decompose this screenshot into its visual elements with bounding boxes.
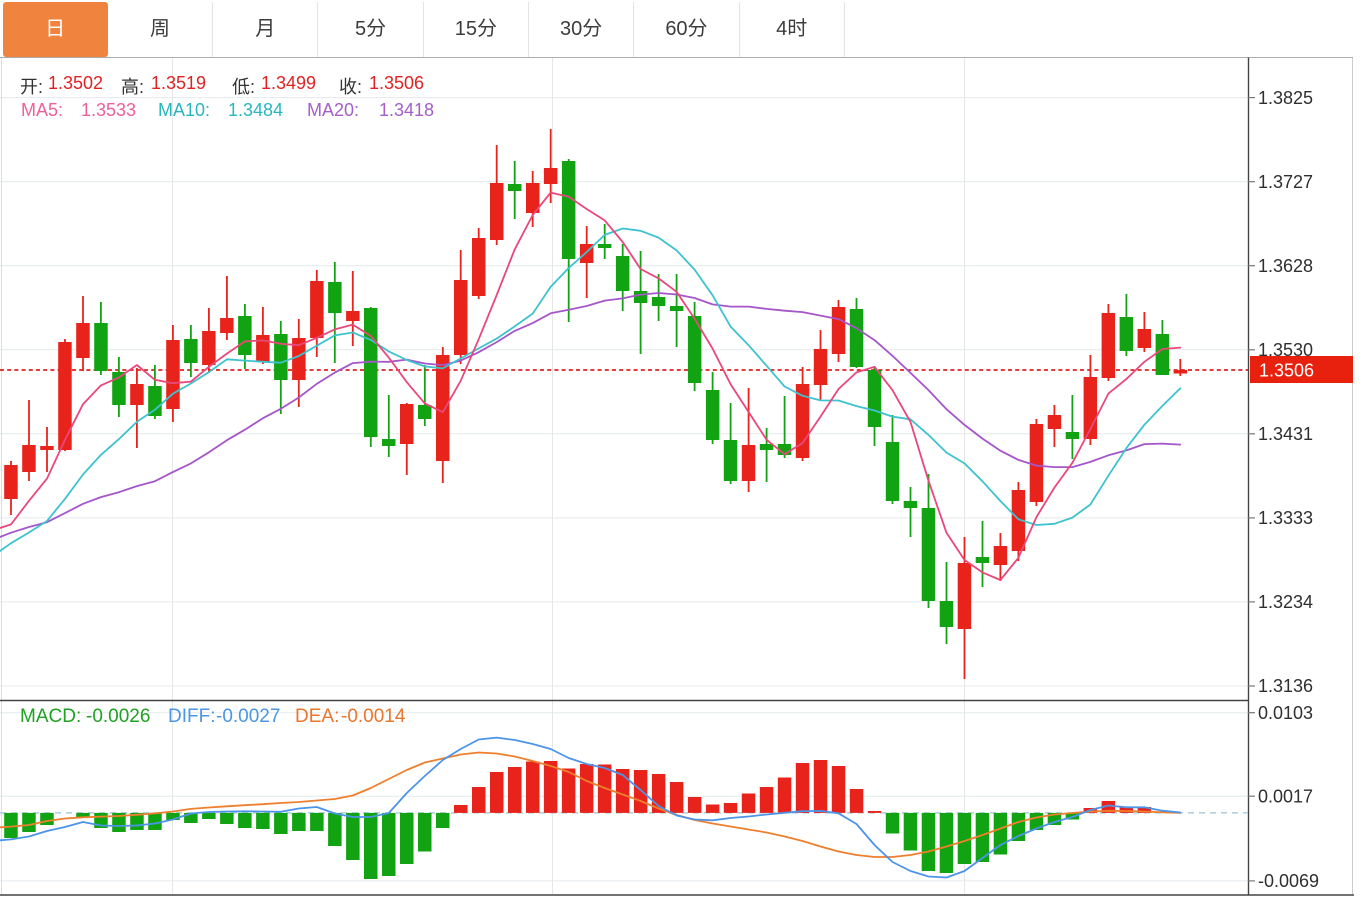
svg-text:1.3333: 1.3333: [1258, 508, 1313, 528]
svg-text:1.3727: 1.3727: [1258, 172, 1313, 192]
svg-text:1.3530: 1.3530: [1258, 340, 1313, 360]
svg-text:1.3136: 1.3136: [1258, 676, 1313, 696]
svg-text:1.3628: 1.3628: [1258, 256, 1313, 276]
svg-text:0.0017: 0.0017: [1258, 786, 1313, 806]
svg-text:1.3825: 1.3825: [1258, 88, 1313, 108]
svg-text:1.3431: 1.3431: [1258, 424, 1313, 444]
svg-text:0.0103: 0.0103: [1258, 703, 1313, 723]
svg-text:-0.0069: -0.0069: [1258, 871, 1319, 891]
svg-text:1.3234: 1.3234: [1258, 592, 1313, 612]
svg-text:1.3506: 1.3506: [1259, 361, 1314, 381]
